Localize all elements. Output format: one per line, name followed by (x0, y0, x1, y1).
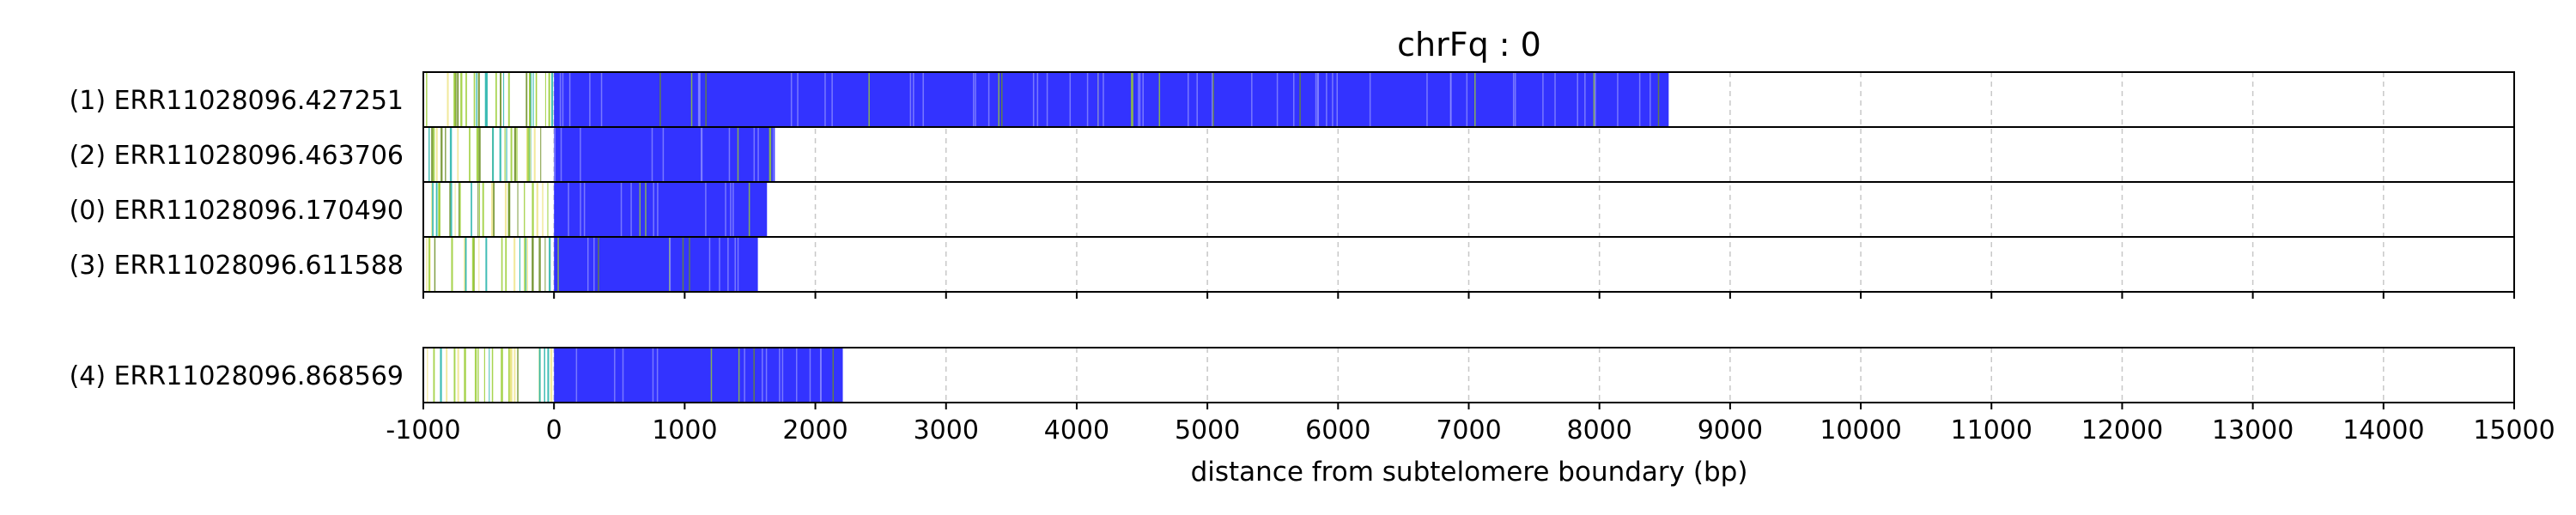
x-tick-label: 2000 (782, 415, 848, 445)
telomere-bar (554, 182, 768, 237)
x-tick-label: 4000 (1044, 415, 1109, 445)
x-axis: -1000 0 1000 2000 3000 4000 5000 6000 7000 8000 90… (386, 292, 2555, 445)
read-label: (2) ERR11028096.463706 (70, 141, 404, 171)
read-label: (1) ERR11028096.427251 (70, 86, 404, 116)
read-row: (0) ERR11028096.170490 (70, 181, 2515, 238)
read-label: (4) ERR11028096.868569 (70, 361, 404, 391)
x-tick-label: 7000 (1436, 415, 1501, 445)
x-tick-label: 5000 (1175, 415, 1240, 445)
read-label: (3) ERR11028096.611588 (70, 251, 404, 281)
x-tick-label: 13000 (2212, 415, 2293, 445)
x-axis-title: distance from subtelomere boundary (bp) (1191, 457, 1748, 488)
read-row: (3) ERR11028096.611588 (70, 236, 2515, 293)
chart-title: chrFq : 0 (1397, 26, 1541, 64)
telomere-bar (554, 72, 1669, 127)
x-tick-label: 1000 (652, 415, 717, 445)
x-tick-label: 6000 (1305, 415, 1370, 445)
read-row: (2) ERR11028096.463706 (70, 126, 2515, 183)
x-tick-label: 15000 (2473, 415, 2555, 445)
read-row: (4) ERR11028096.868569 (70, 347, 2515, 403)
x-tick-label: 3000 (914, 415, 979, 445)
telomere-bar (554, 348, 843, 403)
x-tick-label: 11000 (1951, 415, 2032, 445)
read-row: (1) ERR11028096.427251 (70, 71, 2515, 128)
telomere-bar (554, 237, 758, 292)
x-tick-label: 14000 (2342, 415, 2424, 445)
x-tick-label: 8000 (1567, 415, 1632, 445)
x-tick-label: 12000 (2081, 415, 2163, 445)
telomere-bar (554, 127, 775, 182)
x-tick-label: 0 (546, 415, 562, 445)
x-tick-label: -1000 (386, 415, 460, 445)
x-tick-label: 10000 (1820, 415, 1901, 445)
read-label: (0) ERR11028096.170490 (70, 196, 404, 226)
x-tick-label: 9000 (1698, 415, 1763, 445)
read-rows: (1) ERR11028096.427251 (2) ERR11028096.46… (70, 71, 2515, 403)
grid-lines (553, 72, 2385, 403)
